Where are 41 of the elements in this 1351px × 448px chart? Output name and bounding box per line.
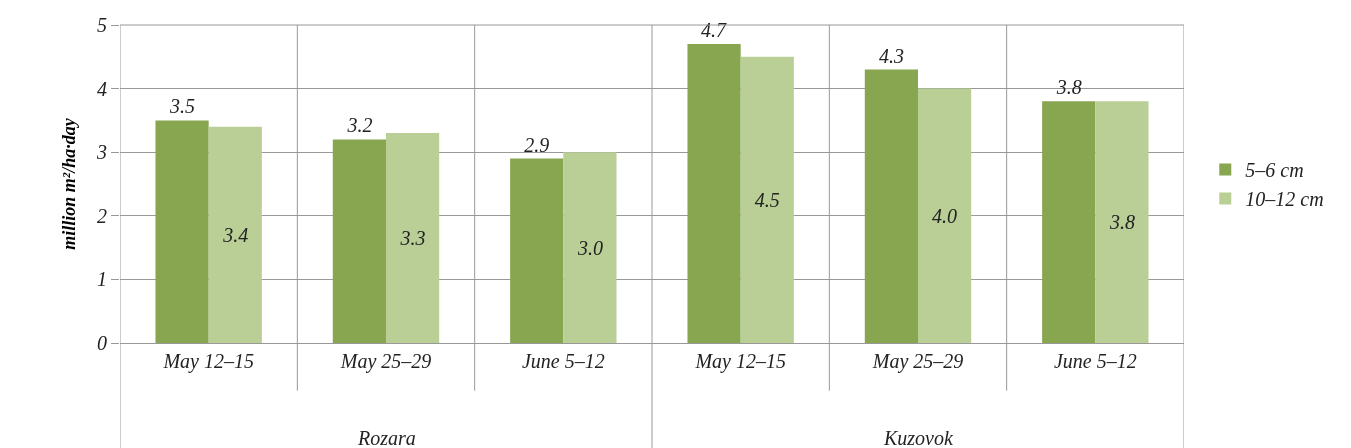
data-label: 3.8 xyxy=(1055,76,1082,99)
data-label: 4.5 xyxy=(754,188,780,211)
x-tick-label: May 12–15 xyxy=(162,350,254,373)
bar xyxy=(740,56,794,343)
y-axis-title: million m²/ha·day xyxy=(59,117,80,250)
y-tick-label: 3 xyxy=(96,141,107,164)
y-tick-label: 1 xyxy=(97,268,107,291)
bar xyxy=(687,44,741,343)
bar xyxy=(155,120,209,343)
bar xyxy=(208,126,262,343)
y-tick-label: 0 xyxy=(97,332,107,354)
y-tick-label: 5 xyxy=(97,14,107,36)
data-label: 3.2 xyxy=(346,114,373,137)
bar xyxy=(510,158,564,343)
bar xyxy=(563,152,617,343)
data-label: 4.3 xyxy=(878,44,904,67)
data-label: 3.0 xyxy=(576,236,603,259)
bar xyxy=(1042,101,1096,343)
text: Rozara xyxy=(357,427,416,448)
x-tick-label: May 12–15 xyxy=(694,350,786,373)
text: Kuzovok xyxy=(883,427,954,448)
data-label: 4.7 xyxy=(701,19,728,42)
x-tick-label: June 5–12 xyxy=(1053,350,1137,372)
bar xyxy=(918,88,972,343)
y-tick-label: 2 xyxy=(97,204,107,227)
legend-label: 5–6 cm xyxy=(1245,159,1304,182)
data-label: 4.0 xyxy=(932,204,958,227)
bar xyxy=(1095,101,1149,343)
y-tick-label: 4 xyxy=(97,77,107,100)
x-tick-label: May 25–29 xyxy=(339,350,432,373)
data-label: 3.3 xyxy=(399,227,426,250)
bar xyxy=(386,133,440,343)
x-tick-label: June 5–12 xyxy=(521,350,605,372)
data-label: 3.8 xyxy=(1108,211,1135,234)
legend-label: 10–12 cm xyxy=(1245,188,1324,211)
data-label: 3.4 xyxy=(222,223,249,246)
bar xyxy=(332,139,386,343)
bar xyxy=(864,69,918,343)
x-tick-label: May 25–29 xyxy=(871,350,964,373)
data-label: 2.9 xyxy=(524,133,550,156)
data-label: 3.5 xyxy=(169,95,196,118)
